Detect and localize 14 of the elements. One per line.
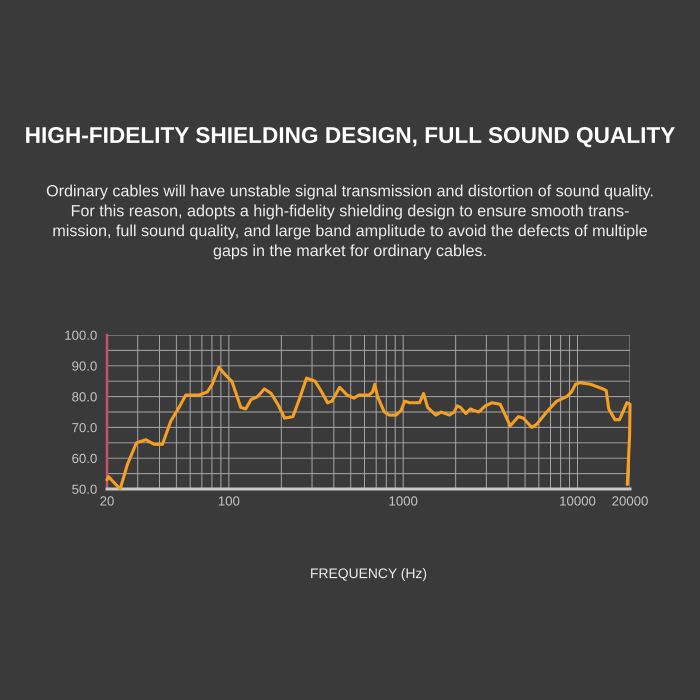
x-tick-label: 100 — [218, 496, 240, 506]
y-tick-label: 90.0 — [72, 361, 97, 371]
x-tick-label: 20 — [100, 496, 114, 506]
y-tick-label: 80.0 — [72, 392, 97, 402]
x-tick-label: 1000 — [390, 496, 418, 506]
y-tick-label: 60.0 — [72, 454, 97, 464]
y-tick-label: 50.0 — [72, 484, 97, 494]
chart-subtitle: Ordinary cables will have unstable signal transmission and distortion of sound quality. For this reason, adopts a high-fidelity shielding design to ensure smooth trans- mission, full sound quality, and large band amplitude to avoid the defects of multiple gaps in the market for ordinary cables. — [46, 184, 652, 260]
chart-title: HIGH-FIDELITY SHIELDING DESIGN, FULL SOUND QUALITY — [26, 127, 675, 148]
x-tick-label: 10000 — [560, 496, 596, 506]
y-tick-label: 100.0 — [65, 330, 97, 340]
y-tick-label: 70.0 — [72, 422, 97, 432]
x-tick-label: 20000 — [612, 496, 648, 506]
x-axis-title: FREQUENCY (Hz) — [311, 568, 426, 581]
